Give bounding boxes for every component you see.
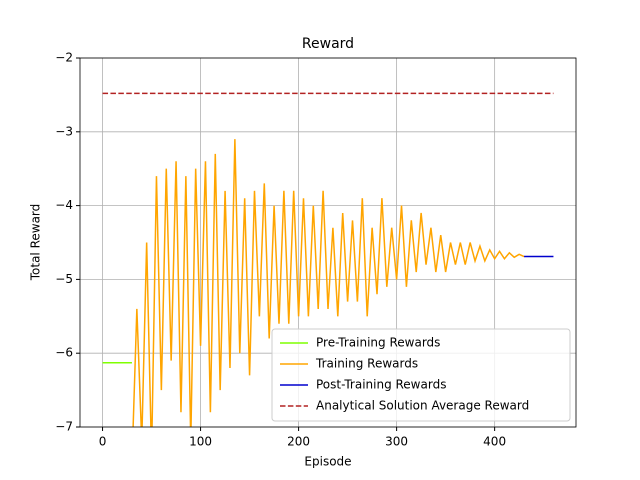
- y-tick-label: −4: [55, 198, 73, 212]
- x-tick-label: 200: [287, 435, 310, 449]
- plot-frame: [79, 57, 577, 428]
- chart-title: Reward: [302, 36, 354, 52]
- x-tick-label: 100: [189, 435, 212, 449]
- y-tick-label: −6: [55, 346, 73, 360]
- legend-label: Post-Training Rewards: [316, 378, 446, 392]
- legend: Pre-Training Rewards Training Rewards Post…: [271, 328, 571, 422]
- x-tick-label: 400: [483, 435, 506, 449]
- y-tick-label: −3: [55, 124, 73, 138]
- y-tick-label: −2: [55, 51, 73, 65]
- y-tick-label: −7: [55, 420, 73, 434]
- legend-label: Analytical Solution Average Reward: [316, 399, 529, 413]
- x-tick-label: 0: [99, 435, 107, 449]
- x-tick-label: 300: [385, 435, 408, 449]
- y-tick-label: −5: [55, 272, 73, 286]
- x-axis-label: Episode: [304, 455, 351, 469]
- legend-label: Pre-Training Rewards: [316, 336, 440, 350]
- plot-lines: [102, 92, 554, 427]
- legend-box: [271, 328, 571, 422]
- series-line: [132, 139, 525, 427]
- y-axis-label: Total Reward: [29, 204, 43, 282]
- legend-label: Training Rewards: [315, 357, 418, 371]
